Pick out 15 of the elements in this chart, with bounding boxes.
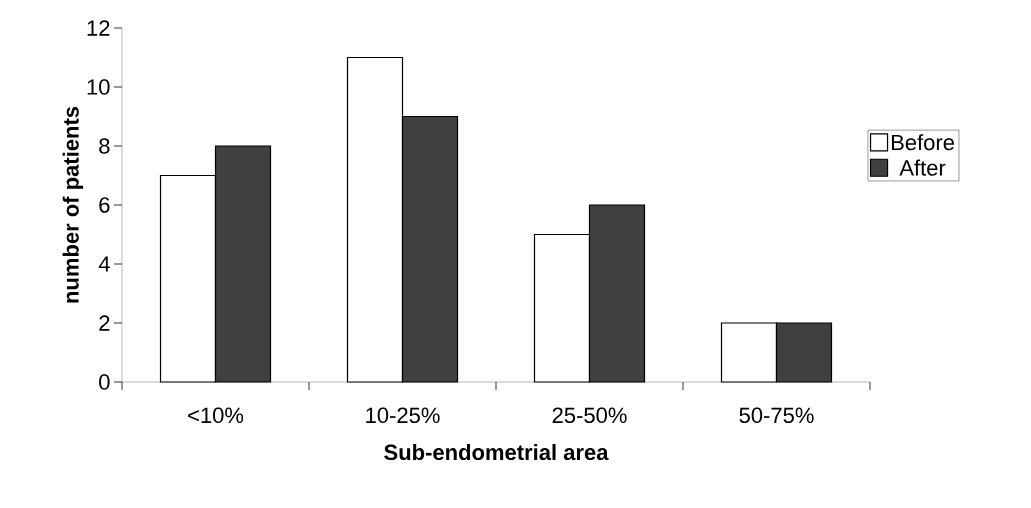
x-tick-label: <10% xyxy=(188,407,244,424)
x-tick-label: 50-75% xyxy=(739,407,814,424)
legend-label: Before xyxy=(891,134,954,151)
y-tick-label: 0 xyxy=(99,374,110,390)
y-tick-label: 8 xyxy=(99,138,110,154)
y-tick-label: 12 xyxy=(87,20,110,36)
y-tick-label: 10 xyxy=(87,79,110,95)
x-tick-label: 25-50% xyxy=(552,407,627,424)
legend-label: After xyxy=(899,159,946,176)
x-axis-title: Sub-endometrial area xyxy=(384,443,609,461)
y-tick-label: 4 xyxy=(98,256,110,272)
x-tick-label: 10-25% xyxy=(366,407,440,424)
y-tick-label: 2 xyxy=(99,315,110,331)
y-axis-title: number of patients xyxy=(62,106,84,303)
y-tick-label: 6 xyxy=(99,197,110,213)
